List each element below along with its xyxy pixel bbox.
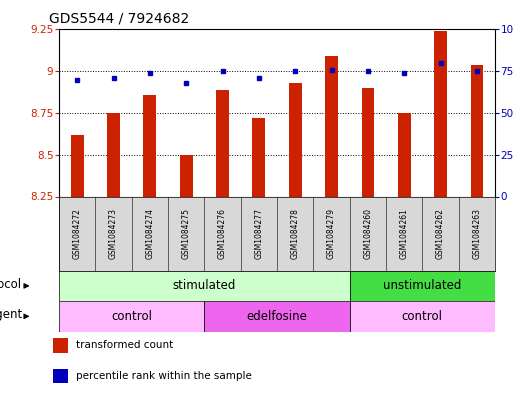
Bar: [362, 88, 374, 196]
Text: stimulated: stimulated: [173, 279, 236, 292]
Text: GDS5544 / 7924682: GDS5544 / 7924682: [49, 12, 189, 26]
Bar: [71, 135, 84, 196]
Bar: [53, 369, 68, 383]
Bar: [434, 31, 447, 196]
Text: unstimulated: unstimulated: [383, 279, 462, 292]
Bar: [289, 83, 302, 196]
Text: protocol: protocol: [0, 278, 23, 291]
Text: percentile rank within the sample: percentile rank within the sample: [75, 371, 251, 381]
Bar: [350, 271, 495, 301]
Text: GSM1084276: GSM1084276: [218, 208, 227, 259]
Bar: [350, 301, 495, 332]
Bar: [53, 338, 68, 353]
Bar: [204, 301, 350, 332]
Bar: [107, 113, 120, 196]
Text: transformed count: transformed count: [75, 340, 173, 351]
Text: GSM1084262: GSM1084262: [436, 208, 445, 259]
Bar: [470, 64, 483, 196]
Text: GSM1084279: GSM1084279: [327, 208, 336, 259]
Bar: [252, 118, 265, 196]
Bar: [59, 301, 204, 332]
Text: GSM1084275: GSM1084275: [182, 208, 191, 259]
Bar: [325, 56, 338, 196]
Text: GSM1084278: GSM1084278: [291, 208, 300, 259]
Text: GSM1084274: GSM1084274: [145, 208, 154, 259]
Bar: [398, 113, 410, 196]
Text: GSM1084272: GSM1084272: [73, 208, 82, 259]
Text: GSM1084260: GSM1084260: [363, 208, 372, 259]
Text: GSM1084261: GSM1084261: [400, 208, 409, 259]
Text: agent: agent: [0, 308, 23, 321]
Text: GSM1084263: GSM1084263: [472, 208, 481, 259]
Bar: [144, 95, 156, 196]
Bar: [216, 90, 229, 196]
Bar: [59, 271, 350, 301]
Bar: [180, 155, 192, 196]
Text: GSM1084273: GSM1084273: [109, 208, 118, 259]
Text: GSM1084277: GSM1084277: [254, 208, 263, 259]
Text: control: control: [111, 310, 152, 323]
Text: edelfosine: edelfosine: [247, 310, 307, 323]
Text: control: control: [402, 310, 443, 323]
